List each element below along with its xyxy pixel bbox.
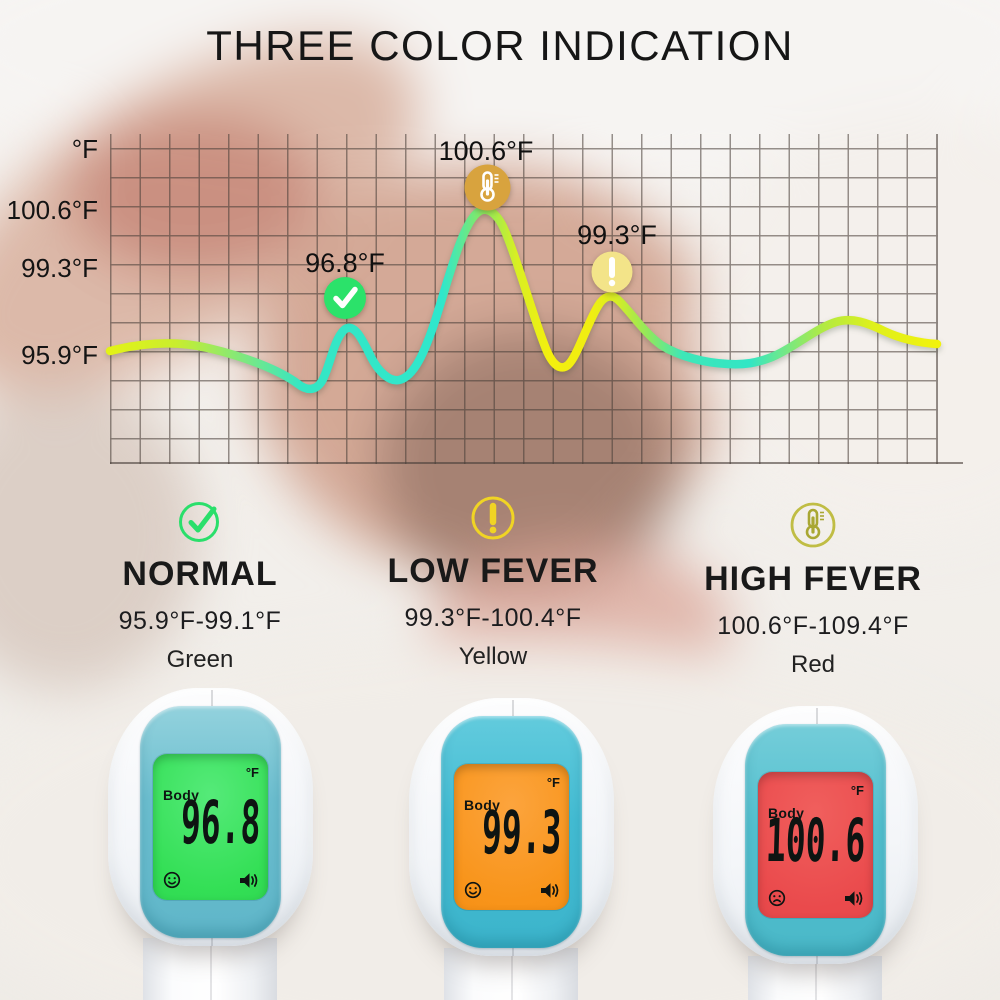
axis-unit-label: °F [71,134,98,164]
legend-normal-title: NORMAL [122,555,278,593]
legend-low-title: LOW FEVER [387,552,599,590]
legend-high-range: 100.6°F-109.4°F [717,612,909,640]
thermometer-high-fever: °F Body 100.6 [713,706,918,1000]
screen-bezel: °F Body 96.8 [140,706,281,938]
thermometer-normal: °F Body 96.8 [108,688,313,1000]
head-seam [815,708,818,726]
thermometer-head: °F Body 99.3 [409,698,614,956]
lcd-mode-label: Body [464,797,501,813]
happy-face-icon [163,871,181,889]
lcd-mode-label: Body [768,805,805,821]
axis-tick-95-9: 95.9°F [21,340,98,370]
axis-tick-100-6: 100.6°F [6,195,98,225]
axis-tick-99-3: 99.3°F [21,253,98,283]
handle-seam [511,948,513,1000]
check-ring-icon [179,502,219,542]
legend-low-range: 99.3°F-100.4°F [404,604,582,632]
screen-bezel: °F Body 99.3 [441,716,582,948]
lcd-screen-orange: °F Body 99.3 [454,764,569,910]
warning-circle-icon [591,251,633,293]
annotation-normal-label: 96.8°F [305,248,385,278]
legend-high-fever: HIGH FEVER 100.6°F-109.4°F Red [663,501,963,679]
speaker-icon [240,873,258,888]
sad-face-icon [768,889,786,907]
annotation-highfever-label: 100.6°F [438,136,534,166]
annotation-lowfever-label: 99.3°F [577,220,657,250]
happy-face-icon [464,881,482,899]
head-seam [210,934,213,946]
legend-normal-color: Green [166,646,234,673]
screen-bezel: °F Body 100.6 [745,724,886,956]
head-seam [210,690,213,708]
head-seam [511,700,514,718]
page-title: THREE COLOR INDICATION [206,22,794,69]
lcd-unit-label: °F [245,765,259,780]
head-seam [815,952,818,964]
legend-low-fever: LOW FEVER 99.3°F-100.4°F Yellow [343,495,643,671]
speaker-icon [541,883,559,898]
lcd-reading: 99.3 [480,797,563,868]
legend-normal: NORMAL 95.9°F-99.1°F Green [50,498,350,674]
thermometer-head: °F Body 96.8 [108,688,313,946]
lcd-screen-red: °F Body 100.6 [758,772,873,918]
thermometer-handle [143,938,277,1000]
thermometer-ring-icon [790,502,836,548]
thermometer-circle-icon [464,164,511,211]
legend-low-color: Yellow [458,643,528,670]
handle-seam [815,956,817,1000]
lcd-reading: 100.6 [764,805,867,876]
lcd-reading: 96.8 [179,787,262,858]
handle-seam [210,938,212,1000]
chart-grid [110,134,938,464]
thermometer-low-fever: °F Body 99.3 [409,698,614,1000]
lcd-screen-green: °F Body 96.8 [153,754,268,900]
lcd-mode-label: Body [163,787,200,803]
legend-high-title: HIGH FEVER [704,560,922,598]
legend-normal-range: 95.9°F-99.1°F [118,607,282,635]
chart-x-axis-line [110,462,963,464]
check-circle-icon [324,277,366,319]
thermometer-handle [444,948,578,1000]
thermometer-head: °F Body 100.6 [713,706,918,964]
warning-ring-icon [471,496,515,540]
lcd-unit-label: °F [850,783,864,798]
head-seam [511,944,514,956]
lcd-unit-label: °F [546,775,560,790]
speaker-icon [845,891,863,906]
legend-high-color: Red [790,651,836,678]
